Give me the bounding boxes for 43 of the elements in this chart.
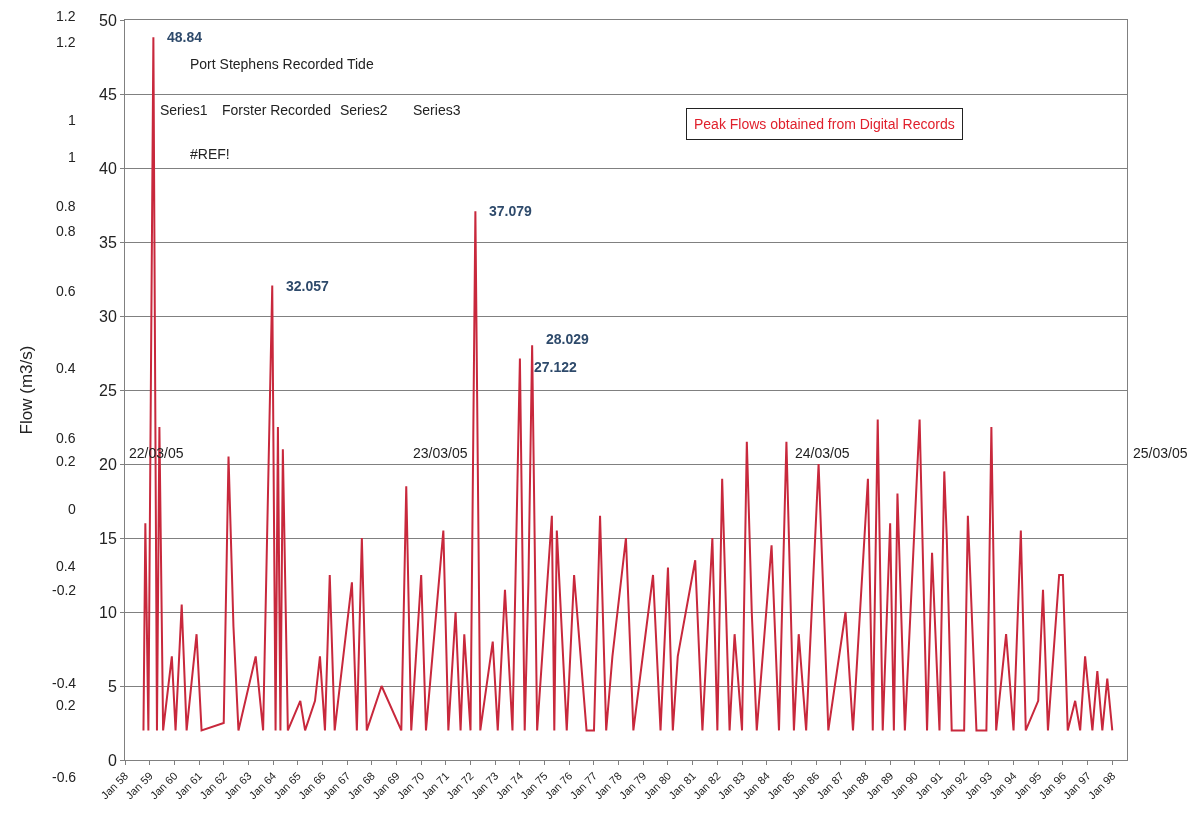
text: 0.8 [56, 198, 76, 214]
annotation: 28.029 [546, 331, 590, 347]
annotation: 32.057 [286, 278, 330, 294]
annotation: Peak Flows obtained from Digital Records [694, 116, 955, 132]
y-tick-label: 40 [99, 159, 117, 177]
y-tick-label: 5 [107, 677, 117, 695]
text: -0.2 [52, 582, 77, 598]
annotation: Forster Recorded [222, 102, 331, 118]
annotation: 37.079 [489, 203, 533, 219]
y-tick-label: 35 [99, 233, 117, 251]
annotation: Port Stephens Recorded Tide [190, 56, 374, 72]
y-tick-label: 0 [107, 751, 117, 769]
text: -0.6 [52, 769, 77, 785]
annotation: 23/03/05 [413, 445, 468, 461]
annotation: 48.84 [167, 29, 203, 45]
text: 0.6 [56, 430, 76, 446]
annotation: #REF! [190, 146, 230, 162]
y-tick-label: 50 [99, 11, 117, 29]
y-tick-label: 45 [99, 85, 117, 103]
annotation: Series2 [340, 102, 388, 118]
text: 0.4 [56, 360, 76, 376]
text: 1.2 [56, 8, 76, 24]
text: 1 [68, 149, 76, 165]
text: 1.2 [56, 34, 76, 50]
text: -0.4 [52, 675, 77, 691]
text: 0.6 [56, 283, 76, 299]
annotation: Series3 [413, 102, 461, 118]
annotation: 27.122 [534, 359, 578, 375]
text: 0.2 [56, 697, 76, 713]
text: 25/03/05 [1133, 445, 1188, 461]
y-tick-label: 25 [99, 381, 117, 399]
text: 0.8 [56, 223, 76, 239]
text: 1 [68, 112, 76, 128]
text: 0.4 [56, 558, 76, 574]
text: 0 [68, 501, 76, 517]
y-tick-label: 10 [99, 603, 117, 621]
y-tick-label: 20 [99, 455, 117, 473]
y-tick-label: 30 [99, 307, 117, 325]
annotation: Series1 [160, 102, 208, 118]
y-tick-label: 15 [99, 529, 117, 547]
annotation: 24/03/05 [795, 445, 850, 461]
y-axis-title: Flow (m3/s) [16, 345, 36, 435]
text: 0.2 [56, 453, 76, 469]
